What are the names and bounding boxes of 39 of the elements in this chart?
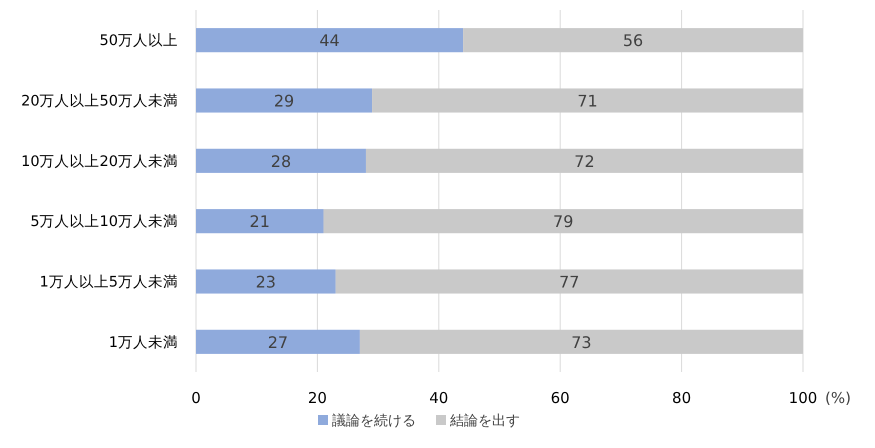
bar <box>463 28 803 52</box>
x-tick-label: 60 <box>550 389 570 407</box>
x-tick-label: 0 <box>191 389 201 407</box>
bar <box>196 269 336 294</box>
bar <box>196 28 464 52</box>
data-label: 71 <box>577 92 598 110</box>
y-tick-label: 5万人以上10万人未満 <box>30 213 178 230</box>
y-tick-label: 50万人以上 <box>100 32 178 50</box>
bar <box>196 148 366 173</box>
data-label: 79 <box>553 212 574 232</box>
x-axis-title: (%) <box>825 389 851 407</box>
data-label: 77 <box>559 272 580 292</box>
bar <box>336 269 803 294</box>
x-tick-label: 20 <box>308 389 327 407</box>
data-label: 56 <box>622 31 644 50</box>
data-label: 72 <box>574 152 595 171</box>
bar <box>196 330 360 354</box>
legend-label: 結論を出す <box>449 413 520 429</box>
data-label: 73 <box>571 332 592 352</box>
x-tick-label: 80 <box>672 389 692 407</box>
y-tick-label: 1万人未満 <box>108 334 178 351</box>
y-tick-label: 20万人以上50万人未満 <box>21 92 178 110</box>
x-tick-label: 40 <box>429 389 448 407</box>
legend-label: 議論を続ける <box>332 413 416 429</box>
data-label: 27 <box>268 332 288 352</box>
data-label: 28 <box>270 152 292 171</box>
data-label: 29 <box>274 92 294 110</box>
bar <box>323 209 803 234</box>
bar <box>366 148 803 173</box>
data-label: 23 <box>256 272 276 292</box>
bar <box>372 88 803 113</box>
bar <box>196 88 372 113</box>
y-tick-label: 1万人以上5万人未満 <box>40 274 178 290</box>
bar <box>360 330 803 354</box>
data-label: 44 <box>319 31 340 50</box>
data-label: 21 <box>250 212 270 232</box>
bar <box>196 209 324 234</box>
x-tick-label: 100 <box>788 389 818 407</box>
y-tick-label: 10万人以上20万人未満 <box>21 152 178 170</box>
